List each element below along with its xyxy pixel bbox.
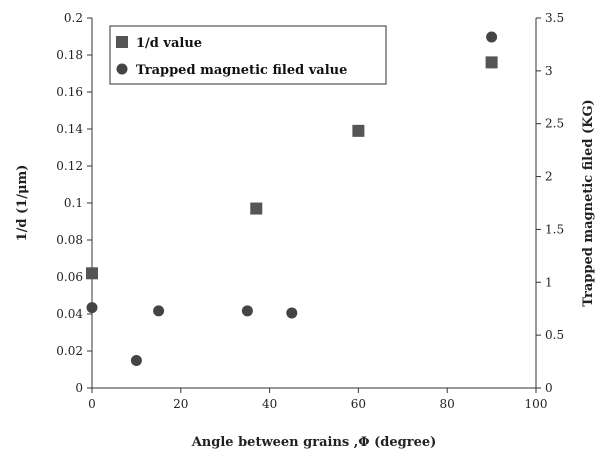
y-tick-label: 0.14 [56,122,83,136]
legend-box [109,25,387,85]
y2-tick-label: 0 [545,381,553,395]
x-tick-label: 60 [351,397,366,411]
y-tick-label: 0.18 [56,48,83,62]
x-tick-label: 40 [262,397,277,411]
y-tick-label: 0.12 [56,159,83,173]
legend-marker-2 [116,63,128,75]
y-tick-label: 0.16 [56,85,83,99]
legend: 1/d value Trapped magnetic filed value [109,25,387,85]
circle-data-point [130,355,142,367]
x-tick-label: 100 [525,397,548,411]
y2-axis-title: Trapped magnetic filed (KG) [581,99,596,306]
y-tick-label: 0.2 [64,11,83,25]
circle-data-point [86,302,98,314]
y2-tick-label: 1.5 [545,222,564,236]
x-tick-label: 80 [440,397,455,411]
x-tick-label: 20 [173,397,188,411]
circle-data-point [241,305,253,317]
y2-tick-label: 1 [545,275,553,289]
y2-tick-label: 3 [545,64,553,78]
y-tick-label: 0.04 [56,307,83,321]
x-axis-title: Angle between grains ,Φ (degree) [191,435,437,450]
tick-labels: 0 20 40 60 80 10000.020.040.060.080.10.120.14… [56,11,564,411]
legend-label-1: 1/d value [136,36,202,51]
y2-tick-label: 2.5 [545,117,564,131]
legend-marker-1 [116,36,128,48]
circle-data-point [153,305,165,317]
square-data-point [352,124,365,137]
series-2 [86,31,498,367]
x-tick-label: 0 [88,397,96,411]
y-tick-label: 0.02 [56,344,83,358]
circle-data-point [286,307,298,319]
square-data-point [250,202,263,215]
y-axis-title: 1/d (1/μm) [15,165,30,242]
y-tick-label: 0.08 [56,233,83,247]
y2-tick-label: 0.5 [545,328,564,342]
y2-tick-label: 3.5 [545,11,564,25]
legend-label-2: Trapped magnetic filed value [136,63,347,78]
data-points [86,31,498,367]
square-data-point [86,267,98,280]
y-tick-label: 0.1 [64,196,83,210]
circle-data-point [486,31,498,43]
y-tick-label: 0 [75,381,83,395]
series-1 [86,56,498,280]
square-data-point [485,56,498,69]
y2-tick-label: 2 [545,170,553,184]
y-tick-label: 0.06 [56,270,83,284]
